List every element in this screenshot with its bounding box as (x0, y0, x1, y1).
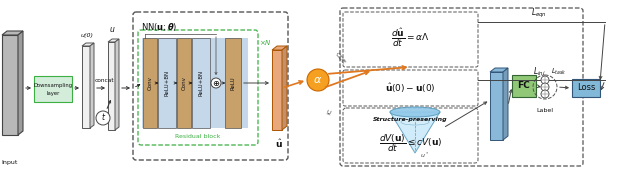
Text: $L_{eqn}$: $L_{eqn}$ (531, 7, 547, 20)
Ellipse shape (401, 119, 429, 125)
Text: u: u (109, 25, 115, 34)
FancyBboxPatch shape (34, 76, 72, 102)
Polygon shape (90, 43, 94, 128)
Circle shape (307, 69, 329, 91)
Polygon shape (82, 46, 90, 128)
Polygon shape (282, 46, 287, 130)
Text: Downsampling: Downsampling (33, 82, 72, 88)
Text: $\dfrac{dV(\mathbf{u})}{dt} \leq cV(\mathbf{u})$: $\dfrac{dV(\mathbf{u})}{dt} \leq cV(\mat… (379, 132, 442, 154)
Text: $\times N$: $\times N$ (259, 38, 272, 47)
Text: Structure-preserving: Structure-preserving (373, 117, 448, 122)
Text: Input: Input (2, 160, 18, 165)
FancyBboxPatch shape (158, 38, 176, 128)
Polygon shape (2, 31, 23, 35)
Circle shape (541, 83, 549, 91)
Polygon shape (272, 46, 287, 50)
FancyBboxPatch shape (142, 38, 248, 128)
Text: $u^*$: $u^*$ (420, 151, 429, 160)
Circle shape (541, 90, 549, 98)
FancyBboxPatch shape (177, 38, 191, 128)
Ellipse shape (390, 107, 440, 117)
Polygon shape (108, 39, 119, 42)
FancyBboxPatch shape (192, 38, 210, 128)
Text: Conv: Conv (147, 76, 152, 90)
FancyBboxPatch shape (143, 38, 157, 128)
Text: IC: IC (326, 108, 333, 116)
Text: ReLU+BN: ReLU+BN (198, 70, 204, 96)
Polygon shape (82, 43, 94, 46)
Polygon shape (2, 35, 18, 135)
Polygon shape (490, 68, 508, 72)
Text: ODE: ODE (334, 51, 346, 65)
Polygon shape (390, 112, 440, 153)
FancyBboxPatch shape (512, 75, 536, 97)
Text: $\oplus$: $\oplus$ (212, 78, 220, 88)
Polygon shape (108, 42, 115, 130)
Polygon shape (272, 50, 282, 130)
Text: Label: Label (536, 108, 554, 113)
Text: ReLU: ReLU (230, 76, 236, 90)
Text: t: t (102, 114, 104, 122)
Text: concat: concat (94, 78, 114, 83)
Text: Loss: Loss (577, 83, 595, 93)
Text: Residual block: Residual block (175, 135, 221, 140)
Polygon shape (490, 72, 503, 140)
Polygon shape (503, 68, 508, 140)
Text: $\hat{\mathbf{u}}$: $\hat{\mathbf{u}}$ (275, 137, 283, 150)
Text: $L_{task}$: $L_{task}$ (551, 67, 566, 77)
Circle shape (96, 111, 110, 125)
Text: $\dfrac{d\hat{\mathbf{u}}}{dt} = \alpha\Lambda$: $\dfrac{d\hat{\mathbf{u}}}{dt} = \alpha\… (391, 26, 429, 49)
Text: u(0): u(0) (81, 33, 93, 38)
Text: FC: FC (518, 82, 531, 90)
Text: $L_{ini}$: $L_{ini}$ (532, 65, 545, 78)
Text: Conv: Conv (182, 76, 186, 90)
Text: $\mathrm{NN}(\mathbf{u};\boldsymbol{\theta})$: $\mathrm{NN}(\mathbf{u};\boldsymbol{\the… (141, 21, 177, 33)
Polygon shape (115, 39, 119, 130)
Text: layer: layer (46, 91, 60, 96)
Text: $\alpha$: $\alpha$ (314, 75, 323, 85)
Circle shape (541, 76, 549, 84)
Text: ReLU+BN: ReLU+BN (164, 70, 170, 96)
FancyBboxPatch shape (225, 38, 241, 128)
Circle shape (211, 78, 221, 88)
Text: $\hat{\mathbf{u}}(0) - \mathbf{u}(0)$: $\hat{\mathbf{u}}(0) - \mathbf{u}(0)$ (385, 81, 436, 95)
Polygon shape (18, 31, 23, 135)
FancyBboxPatch shape (572, 79, 600, 97)
